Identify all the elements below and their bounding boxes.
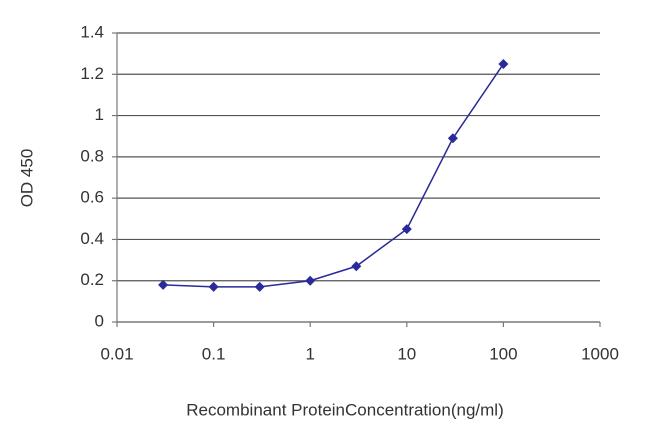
data-point [254,281,265,292]
x-tick-label: 1 [305,344,314,363]
y-tick-label: 0.6 [80,188,104,207]
data-point [351,261,362,272]
x-tick-label: 0.1 [202,344,226,363]
y-tick-label: 1.2 [80,64,104,83]
y-tick-label: 0.8 [80,146,104,165]
x-tick-label: 0.01 [100,344,133,363]
x-axis-label: Recombinant ProteinConcentration(ng/ml) [186,400,504,419]
y-axis-label: OD 450 [17,149,36,208]
x-tick-label: 1000 [581,344,619,363]
x-tick-label: 10 [397,344,416,363]
data-point [158,279,169,290]
y-tick-label: 0.2 [80,270,104,289]
data-point [498,58,509,69]
y-tick-label: 0 [95,311,104,330]
y-tick-label: 1 [95,105,104,124]
data-point [447,133,458,144]
x-tick-label: 100 [489,344,517,363]
data-point [208,281,219,292]
data-line [163,63,505,288]
y-tick-label: 0.4 [80,229,104,248]
data-point [305,275,316,286]
y-tick-label: 1.4 [80,22,104,41]
data-point [401,224,412,235]
